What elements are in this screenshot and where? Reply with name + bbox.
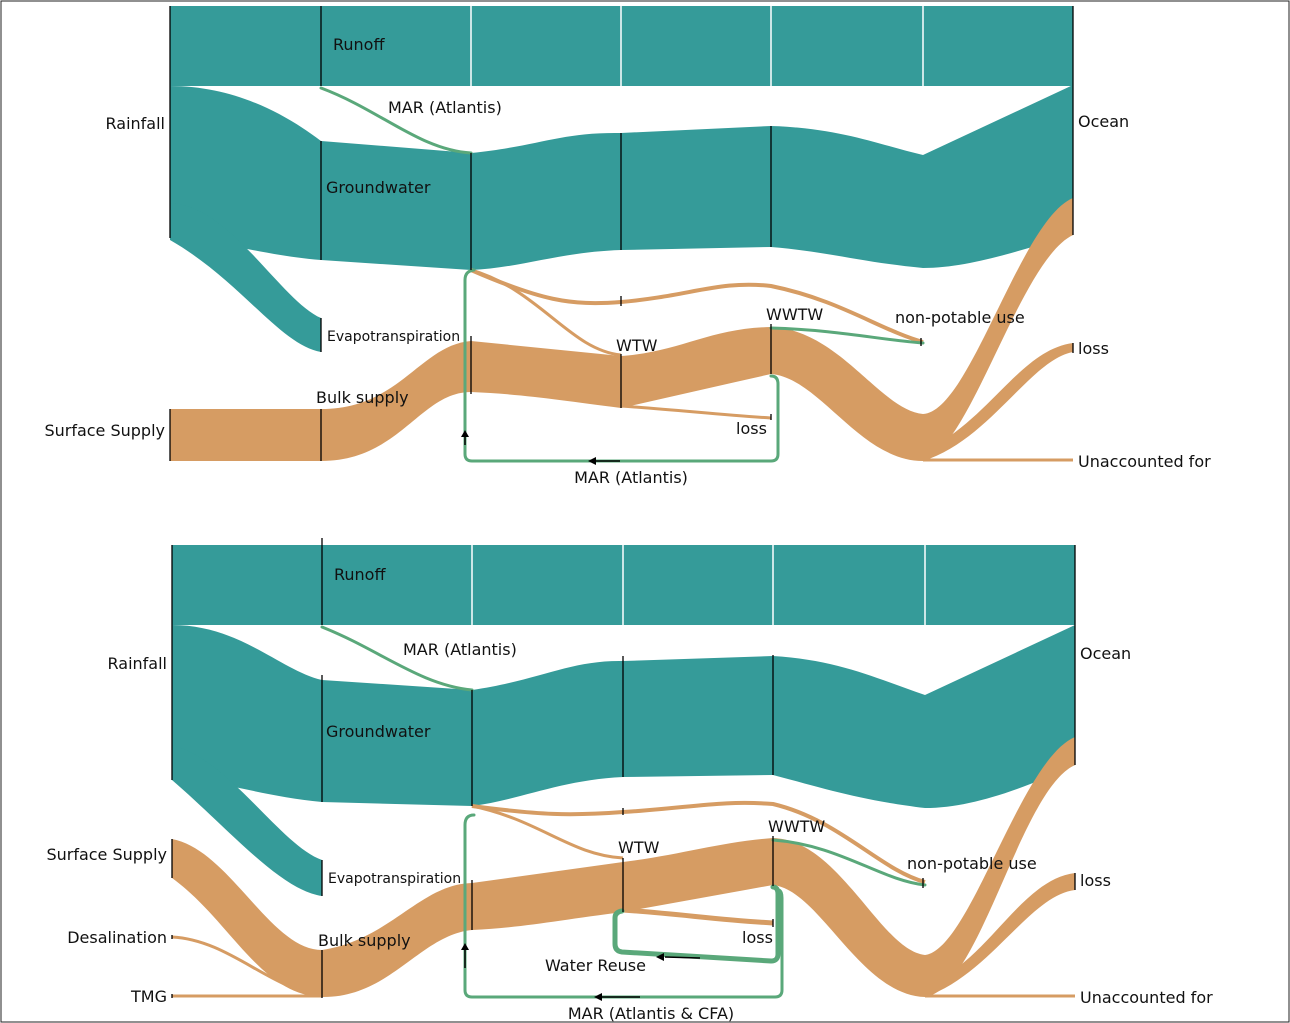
flow-wtw-loss (620, 404, 772, 420)
label-bulk-supply: Bulk supply (316, 388, 409, 407)
panel-bottom: Rainfall Surface Supply Desalination TMG… (46, 538, 1213, 1023)
label-non-potable-use: non-potable use (895, 308, 1025, 327)
flow-loss (925, 873, 1075, 997)
label-wtw-loss: loss (742, 928, 773, 947)
label-desalination: Desalination (67, 928, 167, 947)
arrow-mar-return (588, 457, 620, 465)
arrow-mar-up (461, 430, 469, 445)
flow-gw-to-nonpotable (471, 800, 926, 884)
label-surface-supply: Surface Supply (44, 421, 165, 440)
label-unaccounted-for: Unaccounted for (1078, 452, 1211, 471)
label-loss: loss (1080, 871, 1111, 890)
label-ocean: Ocean (1078, 112, 1129, 131)
flow-loss (923, 343, 1073, 461)
label-loss: loss (1078, 339, 1109, 358)
label-wtw: WTW (618, 838, 660, 857)
label-rainfall: Rainfall (106, 114, 165, 133)
label-wwtw: WWTW (768, 817, 825, 836)
label-tmg: TMG (130, 987, 167, 1006)
flow-gw-to-wtw (470, 268, 622, 357)
label-water-reuse: Water Reuse (545, 956, 646, 975)
flow-bulk-supply (322, 737, 1075, 998)
label-unaccounted-for: Unaccounted for (1080, 988, 1213, 1007)
flow-mar-return (463, 268, 780, 463)
label-mar-return: MAR (Atlantis & CFA) (568, 1004, 734, 1023)
label-non-potable-use: non-potable use (907, 854, 1037, 873)
label-runoff: Runoff (334, 565, 386, 584)
label-mar-recharge: MAR (Atlantis) (388, 98, 502, 117)
label-wtw-loss: loss (736, 419, 767, 438)
nodes-top (169, 6, 1074, 461)
flow-mar-recharge (319, 86, 473, 155)
label-mar-return: MAR (Atlantis) (574, 468, 688, 487)
label-bulk-supply: Bulk supply (318, 931, 411, 950)
label-ocean: Ocean (1080, 644, 1131, 663)
label-groundwater: Groundwater (326, 722, 431, 741)
arrow-water-reuse (656, 953, 701, 961)
panel-top: Rainfall Surface Supply Runoff MAR (Atla… (44, 6, 1211, 487)
label-groundwater: Groundwater (326, 178, 431, 197)
label-evapotranspiration: Evapotranspiration (328, 871, 461, 887)
flow-gw-to-wtw (471, 804, 624, 860)
label-evapotranspiration: Evapotranspiration (327, 329, 460, 345)
flow-gw-to-nonpotable (470, 268, 924, 344)
arrow-mar-return (594, 993, 640, 1001)
label-wtw: WTW (616, 336, 658, 355)
label-runoff: Runoff (333, 35, 385, 54)
label-rainfall: Rainfall (108, 654, 167, 673)
label-mar-recharge: MAR (Atlantis) (403, 640, 517, 659)
label-surface-supply: Surface Supply (46, 845, 167, 864)
flow-surface-supply (172, 839, 322, 997)
arrow-mar-up (461, 943, 469, 968)
flow-wwtw-nonpotable (769, 326, 925, 345)
flow-wtw-loss (622, 907, 774, 926)
flow-evapotranspiration (172, 745, 322, 896)
label-wwtw: WWTW (766, 305, 823, 324)
flow-evapotranspiration (170, 203, 321, 352)
nodes-bottom (171, 538, 1076, 998)
flow-surface-supply (170, 198, 1073, 461)
flow-mar-recharge (320, 625, 474, 692)
flow-desalination (171, 935, 323, 997)
flow-wwtw-nonpotable (771, 838, 927, 887)
